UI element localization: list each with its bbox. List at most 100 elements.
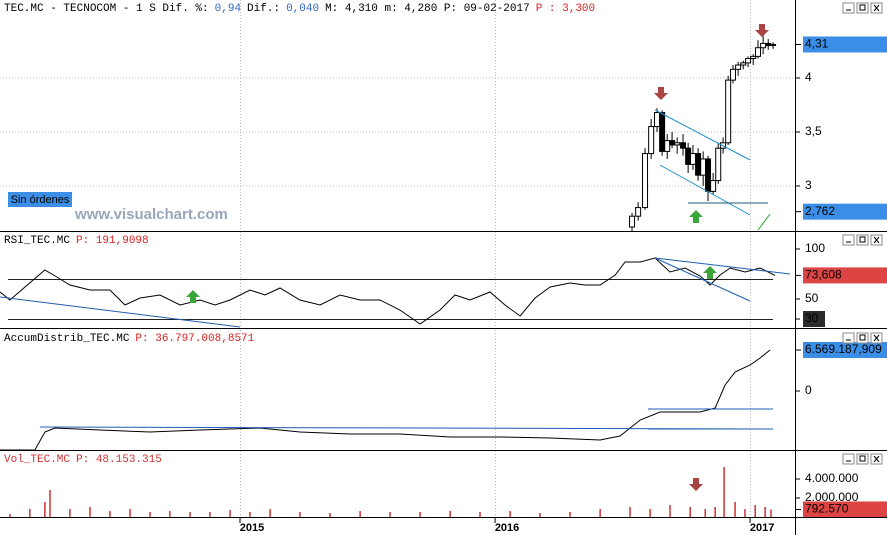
- header-part: 0,94: [215, 3, 242, 15]
- candle-body: [735, 64, 742, 70]
- volume-bar: [669, 505, 671, 517]
- volume-bar: [329, 513, 331, 517]
- volume-bar: [704, 509, 706, 517]
- panel-value: P: 191,9098: [76, 235, 149, 247]
- y-tick-label: 50: [805, 291, 819, 305]
- window-button[interactable]: [842, 234, 855, 246]
- x-tick-label: 2016: [495, 522, 519, 534]
- volume-bar: [389, 512, 391, 517]
- y-tick-label: 3,5: [805, 124, 822, 138]
- candle-body: [648, 126, 655, 155]
- y-tick-label: 0: [805, 383, 812, 397]
- volume-bar: [649, 509, 651, 517]
- panel-value: P: 36.797.008,8571: [135, 333, 254, 345]
- button-icon: [873, 455, 880, 463]
- volume-bar: [129, 509, 131, 517]
- candle-body: [700, 158, 707, 176]
- volume-bar: [734, 501, 736, 517]
- volume-bar: [744, 509, 746, 517]
- candle-body: [680, 142, 687, 149]
- panel-title: RSI_TEC.MC: [4, 235, 70, 247]
- window-button[interactable]: [842, 2, 855, 14]
- window-button[interactable]: [842, 332, 855, 344]
- volume-bar: [69, 509, 71, 517]
- indicator-line: [0, 257, 776, 325]
- current-value-label: 792.570: [805, 502, 849, 516]
- candle-body: [689, 153, 696, 165]
- volume-bar: [249, 512, 251, 517]
- button-icon: [873, 236, 880, 244]
- volume-bar: [479, 512, 481, 517]
- y-tick-label: 4.000.000: [805, 471, 859, 485]
- volume-bar: [29, 509, 31, 517]
- candle-body: [705, 158, 712, 192]
- volume-bar: [189, 512, 191, 517]
- x-tick-label: 2017: [750, 522, 774, 534]
- trend-line: [654, 257, 751, 302]
- candle-body: [659, 112, 666, 152]
- panel-title: Vol_TEC.MC: [4, 454, 70, 466]
- current-value-box: [803, 267, 887, 284]
- candle-body: [674, 142, 681, 146]
- volume-bar: [49, 489, 51, 517]
- y-tick-label: 2.000.000: [805, 490, 859, 504]
- panel-header: AccumDistrib_TEC.MC P: 36.797.008,8571: [4, 333, 255, 345]
- candle-body: [755, 47, 762, 57]
- current-value-box: [803, 36, 887, 53]
- window-button[interactable]: [856, 453, 869, 465]
- candle-body: [710, 180, 717, 192]
- candle-body: [745, 58, 752, 64]
- volume-bar: [44, 501, 46, 517]
- candle-body: [664, 140, 671, 152]
- trend-line: [654, 257, 791, 275]
- y-tick-label: 30: [805, 311, 819, 325]
- y-tick-label: 100: [805, 241, 825, 255]
- indicator-line: [0, 349, 771, 451]
- volume-bar: [754, 505, 756, 517]
- panel-title: AccumDistrib_TEC.MC: [4, 333, 130, 345]
- current-value-box: [803, 501, 887, 518]
- volume-bar: [764, 506, 766, 517]
- current-value-label: 2,762: [805, 204, 835, 218]
- candle-body: [730, 68, 737, 81]
- volume-bar: [714, 506, 716, 517]
- trend-line: [0, 296, 241, 328]
- indicator-line: [757, 213, 771, 231]
- volume-bar: [689, 506, 691, 517]
- candle-body: [635, 207, 642, 217]
- y-tick-label: 3: [805, 178, 812, 192]
- button-icon: [859, 455, 866, 462]
- volume-bar: [629, 506, 631, 517]
- candle-body: [760, 42, 767, 49]
- candle-body: [715, 147, 722, 182]
- volume-bar: [209, 512, 211, 517]
- volume-bar: [723, 466, 725, 517]
- candle-body: [654, 112, 661, 128]
- current-value-label: 4,31: [805, 37, 829, 51]
- trend-line: [659, 164, 751, 216]
- current-value-box: [803, 203, 887, 220]
- orders-button[interactable]: [8, 192, 72, 207]
- button-icon: [859, 236, 866, 243]
- header-part: P : 3,300: [536, 3, 595, 15]
- window-button[interactable]: [842, 453, 855, 465]
- window-button[interactable]: [856, 2, 869, 14]
- panel-header: RSI_TEC.MC P: 191,9098: [4, 235, 149, 247]
- window-button[interactable]: [856, 234, 869, 246]
- volume-bar: [359, 510, 361, 517]
- panel-header: Vol_TEC.MC P: 48.153.315: [4, 454, 162, 466]
- volume-bar: [89, 506, 91, 517]
- window-button[interactable]: [856, 332, 869, 344]
- candle-body: [750, 55, 757, 60]
- candle-body: [642, 153, 649, 209]
- button-icon: [859, 334, 866, 341]
- volume-bar: [419, 512, 421, 517]
- volume-bar: [9, 513, 11, 517]
- trend-line: [654, 109, 751, 161]
- volume-bar: [229, 509, 231, 517]
- orders-button-label[interactable]: Sin órdenes: [11, 194, 70, 206]
- y-tick-label: 4: [805, 70, 812, 84]
